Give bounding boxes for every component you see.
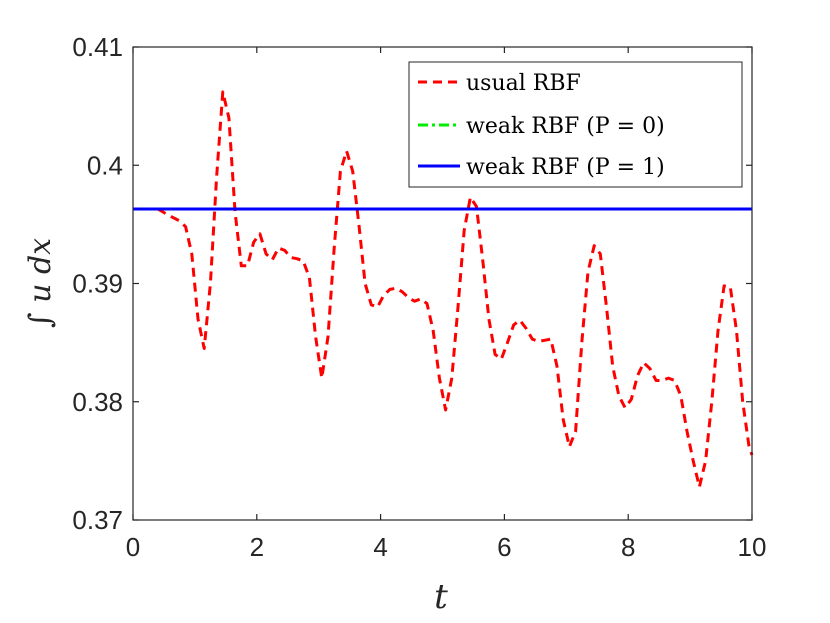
legend-label-usual-rbf: usual RBF xyxy=(466,71,581,96)
series-layer xyxy=(133,90,754,489)
x-tick-label: 4 xyxy=(373,532,387,562)
series-line-0 xyxy=(157,90,754,489)
ticks-layer: 0 2 4 6 8 10 0.37 0.38 0.39 0.4 0.41 xyxy=(72,32,766,562)
y-tick-label: 0.41 xyxy=(72,32,123,62)
x-tick-label: 8 xyxy=(621,532,635,562)
x-axis-label: t xyxy=(434,577,448,617)
x-tick-label: 2 xyxy=(250,532,264,562)
x-tick-label: 10 xyxy=(738,532,767,562)
x-tick-label: 0 xyxy=(126,532,140,562)
y-tick-label: 0.38 xyxy=(72,387,123,417)
legend: usual RBF weak RBF (P = 0) weak RBF (P =… xyxy=(408,61,743,188)
y-tick-label: 0.39 xyxy=(72,269,123,299)
y-tick-label: 0.37 xyxy=(72,505,123,535)
y-axis-label: ∫ u dx xyxy=(23,238,58,328)
legend-box xyxy=(408,61,743,188)
axes-box xyxy=(132,46,753,521)
x-tick-label: 6 xyxy=(497,532,511,562)
legend-label-weak-rbf-p1: weak RBF (P = 1) xyxy=(466,155,665,180)
y-tick-label: 0.4 xyxy=(87,150,123,180)
legend-label-weak-rbf-p0: weak RBF (P = 0) xyxy=(466,114,665,139)
